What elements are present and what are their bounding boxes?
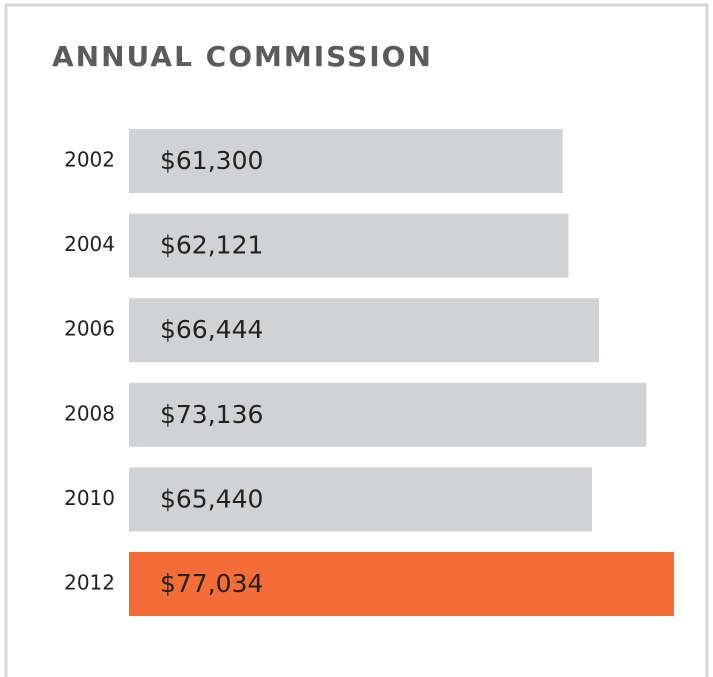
value-label: $61,300 (160, 146, 263, 175)
bar (129, 298, 600, 363)
value-label: $62,121 (160, 231, 263, 260)
value-label: $66,444 (160, 315, 263, 344)
bar (129, 382, 647, 447)
y-tick-label: 2010 (64, 486, 115, 510)
y-tick-label: 2004 (64, 232, 115, 256)
bar (129, 467, 592, 532)
chart-title: ANNUAL COMMISSION (52, 40, 433, 73)
y-tick-label: 2002 (64, 148, 115, 172)
y-tick-label: 2006 (64, 317, 115, 341)
bar (129, 213, 569, 278)
y-tick-label: 2012 (64, 571, 115, 595)
value-label: $65,440 (160, 484, 263, 513)
frame (4, 3, 709, 677)
value-label: $77,034 (160, 569, 263, 598)
bar (129, 552, 674, 616)
bar (129, 129, 563, 193)
y-tick-label: 2008 (64, 401, 115, 425)
value-label: $73,136 (160, 400, 263, 429)
